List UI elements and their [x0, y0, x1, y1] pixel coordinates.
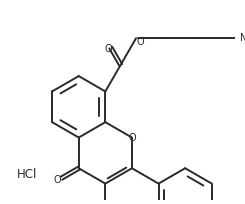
Text: O: O — [128, 133, 136, 143]
Text: HCl: HCl — [17, 169, 38, 182]
Text: O: O — [104, 44, 112, 54]
Text: O: O — [136, 37, 144, 47]
Text: N: N — [240, 33, 245, 43]
Text: O: O — [54, 175, 61, 185]
